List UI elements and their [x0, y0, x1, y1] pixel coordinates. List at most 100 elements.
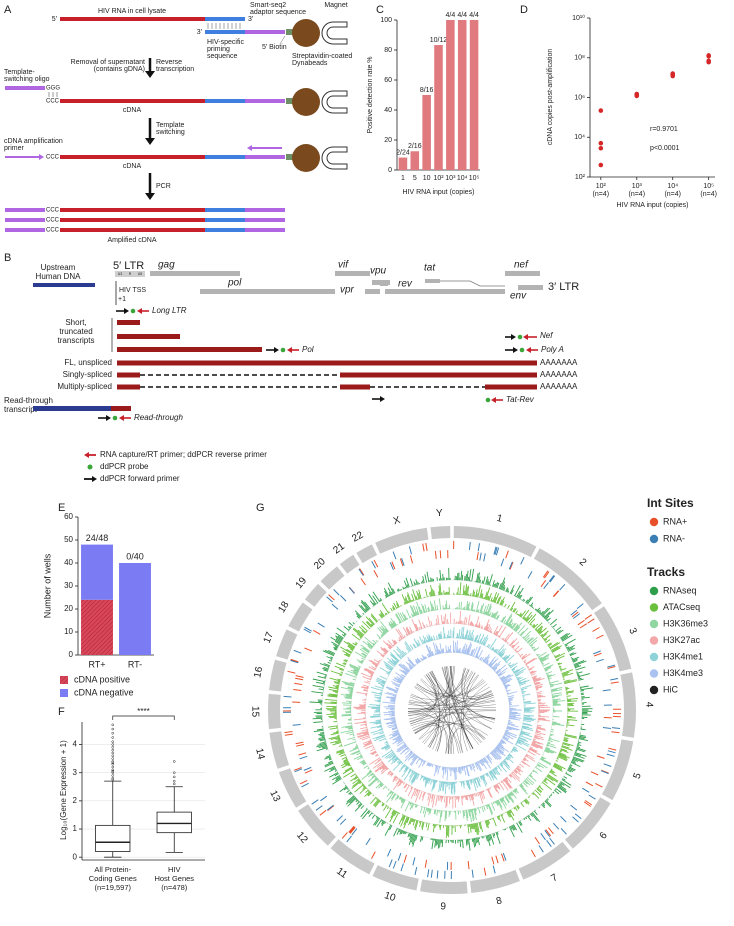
y-tick-label: 30: [64, 581, 73, 590]
transcript: [117, 360, 537, 366]
chromosome-label: 15: [249, 706, 260, 718]
adaptor-seq: [245, 99, 285, 103]
x-tick-label: RT+: [88, 659, 105, 669]
y-tick-label: 50: [64, 535, 73, 544]
outlier: [173, 775, 176, 779]
adaptor-seq: [245, 155, 285, 159]
y-axis-label: Number of wells: [42, 553, 52, 618]
priming-seq: [205, 99, 245, 103]
y-tick-label: 1: [73, 824, 78, 833]
legend-swatch: [649, 517, 659, 527]
label: rev: [398, 279, 413, 290]
y-tick-label: 10⁸: [574, 55, 585, 62]
label: U3: [118, 272, 123, 276]
x-tick-label: 10²: [433, 175, 444, 182]
x-axis-label: HIV RNA input (copies): [403, 189, 475, 196]
outlier: [111, 777, 114, 780]
label: 3': [197, 29, 202, 36]
transcript: [117, 384, 140, 390]
legend-swatch: [649, 685, 659, 695]
transcript: [117, 320, 140, 325]
label: (contains gDNA): [94, 66, 145, 73]
step-arrow-head: [145, 71, 155, 78]
legend-swatch: [60, 689, 68, 697]
chromosome: [375, 527, 429, 554]
point: [598, 145, 604, 151]
label: truncated: [59, 327, 92, 336]
box: [95, 824, 131, 852]
point: [598, 162, 604, 168]
value-label: 4/4: [469, 12, 479, 19]
x-tick-label: 10: [423, 175, 431, 182]
y-tick-label: 0: [388, 167, 392, 174]
transcript: [111, 406, 131, 411]
label: Short,: [65, 318, 86, 327]
y-tick-label: 3: [73, 768, 78, 777]
y-tick-label: 40: [384, 107, 392, 114]
chromosome-label: 7: [549, 872, 560, 885]
dynabead: [292, 144, 320, 172]
adaptor-seq: [5, 218, 45, 222]
label: +1: [118, 296, 126, 303]
x-tick-label: 10⁴: [457, 175, 468, 182]
legend-label: cDNA negative: [74, 687, 134, 697]
probe: [517, 334, 523, 340]
label: transcript: [4, 405, 38, 414]
label: R: [129, 272, 132, 276]
chromosome-label: 14: [253, 747, 266, 761]
label: Poly A: [541, 345, 564, 354]
label: Magnet: [324, 2, 347, 9]
forward-primer-head: [106, 415, 111, 421]
legend-probe: [87, 464, 93, 470]
gene-tat-exon: [425, 279, 440, 283]
priming-seq: [205, 30, 245, 34]
chromosome-label: 13: [267, 789, 282, 804]
chromosome: [620, 672, 637, 738]
legend-title: Int Sites: [647, 496, 694, 510]
outlier: [111, 736, 114, 739]
outlier: [173, 771, 176, 774]
legend-swatch: [60, 676, 68, 684]
chromosome-label: 8: [495, 895, 503, 907]
label: tat: [424, 263, 436, 274]
chromosome: [330, 839, 375, 875]
label: ddPCR forward primer: [100, 474, 180, 483]
label: Singly-spliced: [63, 370, 112, 379]
transcript: [485, 384, 537, 390]
label: Tat-Rev: [506, 395, 535, 404]
chromosome-label: 10: [383, 890, 397, 904]
panel-label: D: [520, 4, 528, 16]
y-tick-label: 0: [69, 650, 74, 659]
label: Multiply-spliced: [57, 382, 112, 391]
y-tick-label: 0: [73, 852, 78, 861]
reverse-primer-head: [491, 397, 496, 403]
x-tick-sublabel: (n=4): [700, 191, 717, 198]
legend-label: RNA-: [663, 533, 685, 543]
legend-swatch: [649, 652, 659, 662]
adaptor-seq: [5, 228, 45, 232]
bar: [422, 95, 431, 170]
legend-label: H3K36me3: [663, 618, 708, 628]
chromosome-label: 5: [632, 771, 644, 780]
annotation: r=0.9701: [650, 126, 678, 133]
y-axis-label: cDNA copies post-amplification: [547, 49, 554, 146]
outlier: [111, 778, 114, 781]
chromosome: [594, 606, 632, 672]
outlier: [173, 782, 176, 786]
chromosome: [269, 731, 290, 769]
label: vif: [338, 260, 349, 271]
value-label: 8/16: [420, 87, 434, 94]
label: pol: [227, 278, 242, 289]
amplification-primer-head: [247, 145, 252, 151]
outlier: [111, 743, 114, 746]
label: env: [510, 291, 527, 302]
outlier: [111, 740, 114, 743]
label: ddPCR probe: [100, 462, 149, 471]
label: 3': [248, 16, 253, 23]
outlier: [111, 757, 114, 760]
y-tick-label: 40: [64, 558, 73, 567]
legend-label: HiC: [663, 684, 678, 694]
panel-label: E: [58, 502, 65, 514]
adaptor-seq: [5, 208, 45, 212]
chromosome: [420, 879, 468, 894]
